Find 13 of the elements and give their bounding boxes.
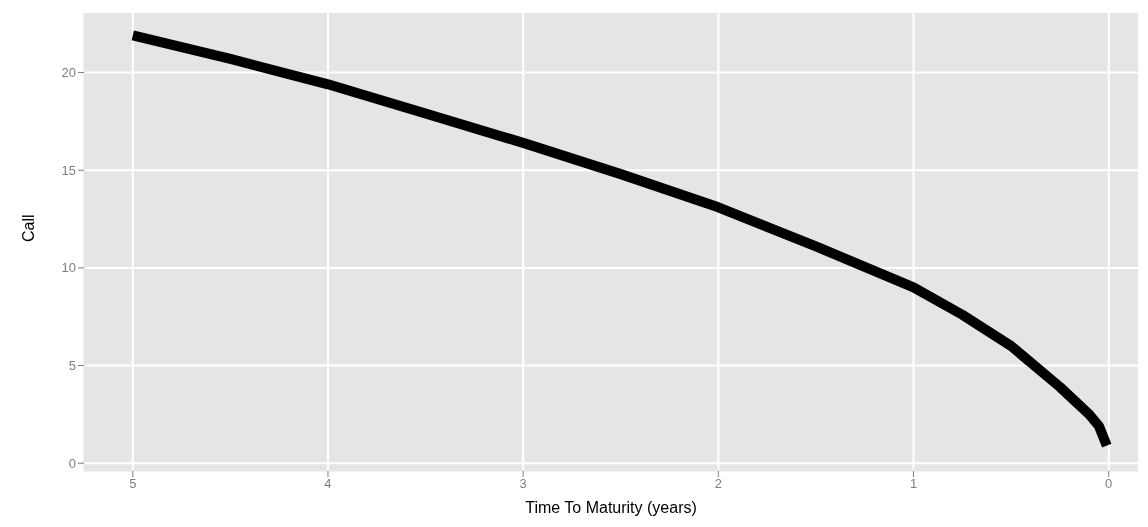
x-tick-label: 3 <box>519 476 527 492</box>
x-axis-title: Time To Maturity (years) <box>525 499 697 516</box>
y-tick-label: 5 <box>68 358 76 374</box>
x-tick-label: 1 <box>909 476 918 492</box>
x-tick-label: 5 <box>129 476 137 492</box>
y-tick-label: 0 <box>68 455 76 471</box>
y-axis-title: Call <box>19 214 37 242</box>
x-tick-label: 2 <box>714 476 722 492</box>
x-tick-label: 4 <box>324 476 332 492</box>
x-tick-label: 0 <box>1105 476 1113 492</box>
y-tick-label: 15 <box>61 162 76 178</box>
y-tick-label: 20 <box>61 65 76 81</box>
y-tick-label: 10 <box>61 260 76 276</box>
